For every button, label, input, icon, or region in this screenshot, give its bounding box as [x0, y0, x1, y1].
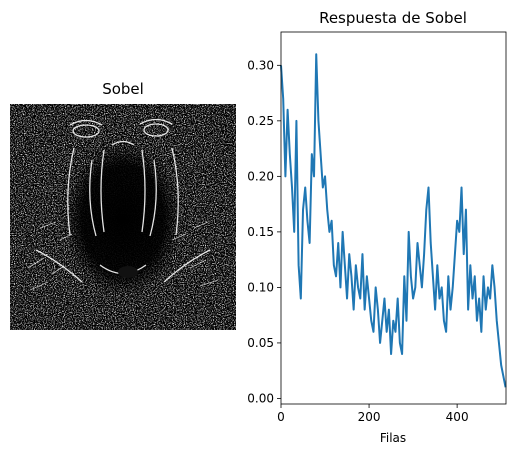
chart-title: Respuesta de Sobel: [319, 9, 467, 27]
sobel-image: [10, 104, 236, 330]
y-tick-label: 0.00: [247, 391, 274, 405]
y-tick-label: 0.30: [247, 58, 274, 72]
x-axis-label: Filas: [380, 431, 406, 445]
y-tick-label: 0.05: [247, 336, 274, 350]
image-title: Sobel: [102, 80, 144, 98]
y-tick-label: 0.10: [247, 280, 274, 294]
sobel-response-line: [281, 54, 506, 387]
x-tick-label: 200: [358, 410, 381, 424]
x-tick-label: 0: [277, 410, 285, 424]
x-tick-label: 400: [446, 410, 469, 424]
y-tick-label: 0.25: [247, 114, 274, 128]
y-tick-label: 0.15: [247, 225, 274, 239]
y-tick-label: 0.20: [247, 169, 274, 183]
plot-axes: 0.00 0.05 0.10 0.15 0.20 0.25 0.30 0 200 400: [247, 32, 506, 424]
